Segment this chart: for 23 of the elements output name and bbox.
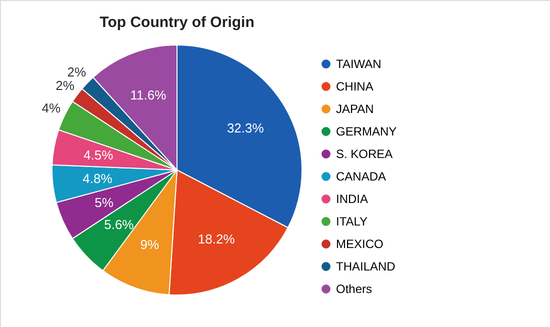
data-label: 11.6% [130,87,167,102]
data-label: 2% [67,64,86,80]
data-label: 9% [140,237,160,252]
legend-label: JAPAN [336,102,374,116]
legend-label: S. KOREA [336,147,393,161]
legend-label: TAIWAN [336,57,382,71]
legend-label: Others [336,282,372,296]
data-label: 4.5% [84,147,114,162]
legend-label: CANADA [336,170,386,184]
data-label: 4.8% [82,170,113,186]
legend-label: GERMANY [336,124,397,138]
data-label: 5.6% [104,217,134,232]
legend-label: MEXICO [336,237,384,251]
legend-label: ITALY [336,214,368,228]
data-label: 18.2% [198,232,236,247]
legend-label: INDIA [336,192,368,206]
legend-label: THAILAND [336,260,396,274]
chart-title: Top Country of Origin [100,14,254,31]
legend-label: CHINA [336,80,374,94]
data-label: 32.3% [226,120,264,136]
data-label: 2% [56,78,75,93]
data-label: 4% [42,100,61,116]
data-label: 5% [94,194,114,210]
